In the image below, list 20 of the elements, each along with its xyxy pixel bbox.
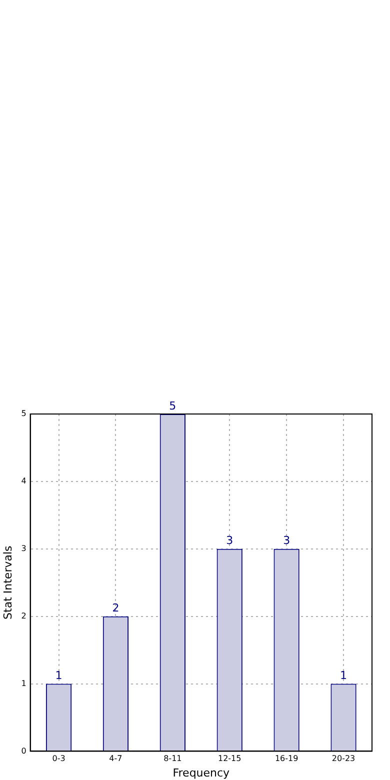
- x-tick-label: 20-23: [332, 754, 356, 764]
- data-label: 1: [55, 669, 62, 682]
- y-tick-label: 5: [21, 409, 26, 418]
- data-label: 5: [169, 399, 176, 412]
- x-tick-label: 8-11: [164, 754, 182, 764]
- data-label: 3: [283, 534, 290, 548]
- data-label: 2: [112, 602, 120, 615]
- y-tick-label: 0: [21, 746, 26, 756]
- x-tick-label: 4-7: [109, 754, 122, 764]
- y-tick-label: 2: [21, 611, 26, 620]
- y-tick-label: 3: [21, 544, 26, 553]
- data-label: 1: [340, 669, 348, 682]
- y-axis-title: Stat Intervals: [1, 545, 14, 620]
- x-tick-label: 0-3: [52, 754, 66, 764]
- x-axis-title: Frequency: [172, 766, 230, 780]
- y-tick-label: 1: [21, 678, 26, 688]
- x-tick-label: 12-15: [218, 754, 242, 764]
- data-label: 3: [226, 534, 234, 548]
- y-tick-label: 4: [21, 476, 26, 486]
- x-tick-label: 16-19: [274, 754, 298, 764]
